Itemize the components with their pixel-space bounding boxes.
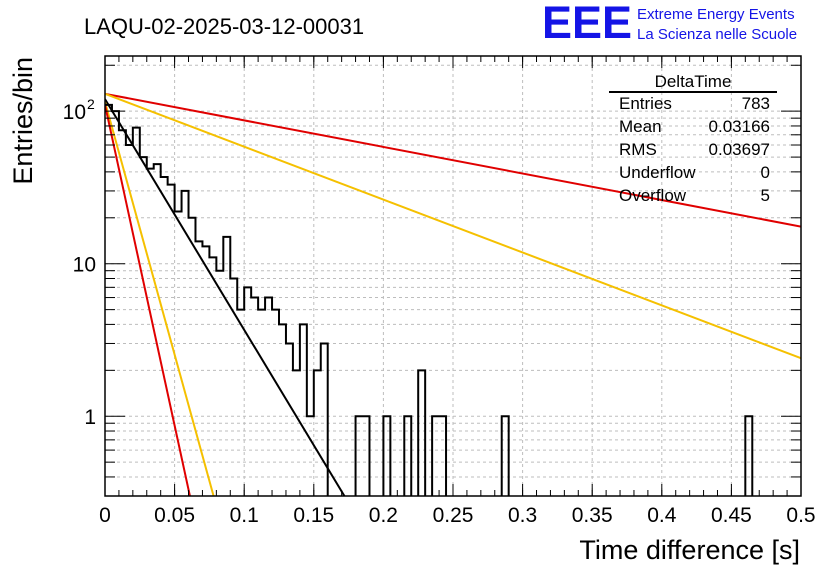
x-tick-label: 0.2 xyxy=(369,504,398,527)
stats-title: DeltaTime xyxy=(655,72,732,91)
stats-key: Entries xyxy=(619,94,672,113)
x-tick-label: 0.15 xyxy=(293,504,334,527)
stats-key: RMS xyxy=(619,140,657,159)
x-tick-label: 0.45 xyxy=(711,504,752,527)
fit-line xyxy=(105,101,215,496)
y-axis-label: Entries/bin xyxy=(8,57,38,185)
stats-value: 0.03697 xyxy=(709,140,770,159)
histogram xyxy=(105,103,754,496)
run-id-title: LAQU-02-2025-03-12-00031 xyxy=(84,14,364,39)
x-tick-label: 0 xyxy=(99,504,111,527)
stats-box: DeltaTime Entries 783 Mean 0.03166 RMS 0.0369… xyxy=(609,72,777,205)
x-tick-label: 0.35 xyxy=(572,504,613,527)
fit-line xyxy=(105,92,801,360)
stats-value: 0.03166 xyxy=(709,117,770,136)
x-tick-labels: 0 0.05 0.1 0.15 0.2 0.25 0.3 0.35 0.4 0.45 0.5 xyxy=(99,504,815,527)
stats-key: Underflow xyxy=(619,163,696,182)
axis-ticks xyxy=(104,56,802,497)
x-tick-label: 0.3 xyxy=(508,504,537,527)
project-line2: La Scienza nelle Scuole xyxy=(637,26,797,43)
x-tick-label: 0.25 xyxy=(433,504,474,527)
stats-value: 0 xyxy=(761,163,770,182)
y-tick-exponent: 2 xyxy=(87,96,95,112)
x-tick-label: 0.5 xyxy=(786,504,815,527)
fit-line xyxy=(105,98,346,496)
fit-line xyxy=(105,92,801,228)
y-tick-label: 1 xyxy=(84,406,96,429)
fit-line xyxy=(105,104,191,496)
project-line1: Extreme Energy Events xyxy=(637,6,795,23)
x-tick-label: 0.4 xyxy=(647,504,677,527)
fit-lines xyxy=(105,92,801,496)
stats-key: Mean xyxy=(619,117,662,136)
y-tick-label: 10 xyxy=(73,254,96,277)
stats-value: 5 xyxy=(761,186,770,205)
eee-logo: EEE xyxy=(542,0,632,48)
x-tick-label: 0.1 xyxy=(230,504,259,527)
x-axis-label: Time difference [s] xyxy=(579,535,800,565)
grid xyxy=(105,56,801,497)
y-tick-label: 10 xyxy=(63,101,86,124)
x-tick-label: 0.05 xyxy=(154,504,195,527)
stats-value: 783 xyxy=(742,94,770,113)
stats-key: Overflow xyxy=(619,186,687,205)
